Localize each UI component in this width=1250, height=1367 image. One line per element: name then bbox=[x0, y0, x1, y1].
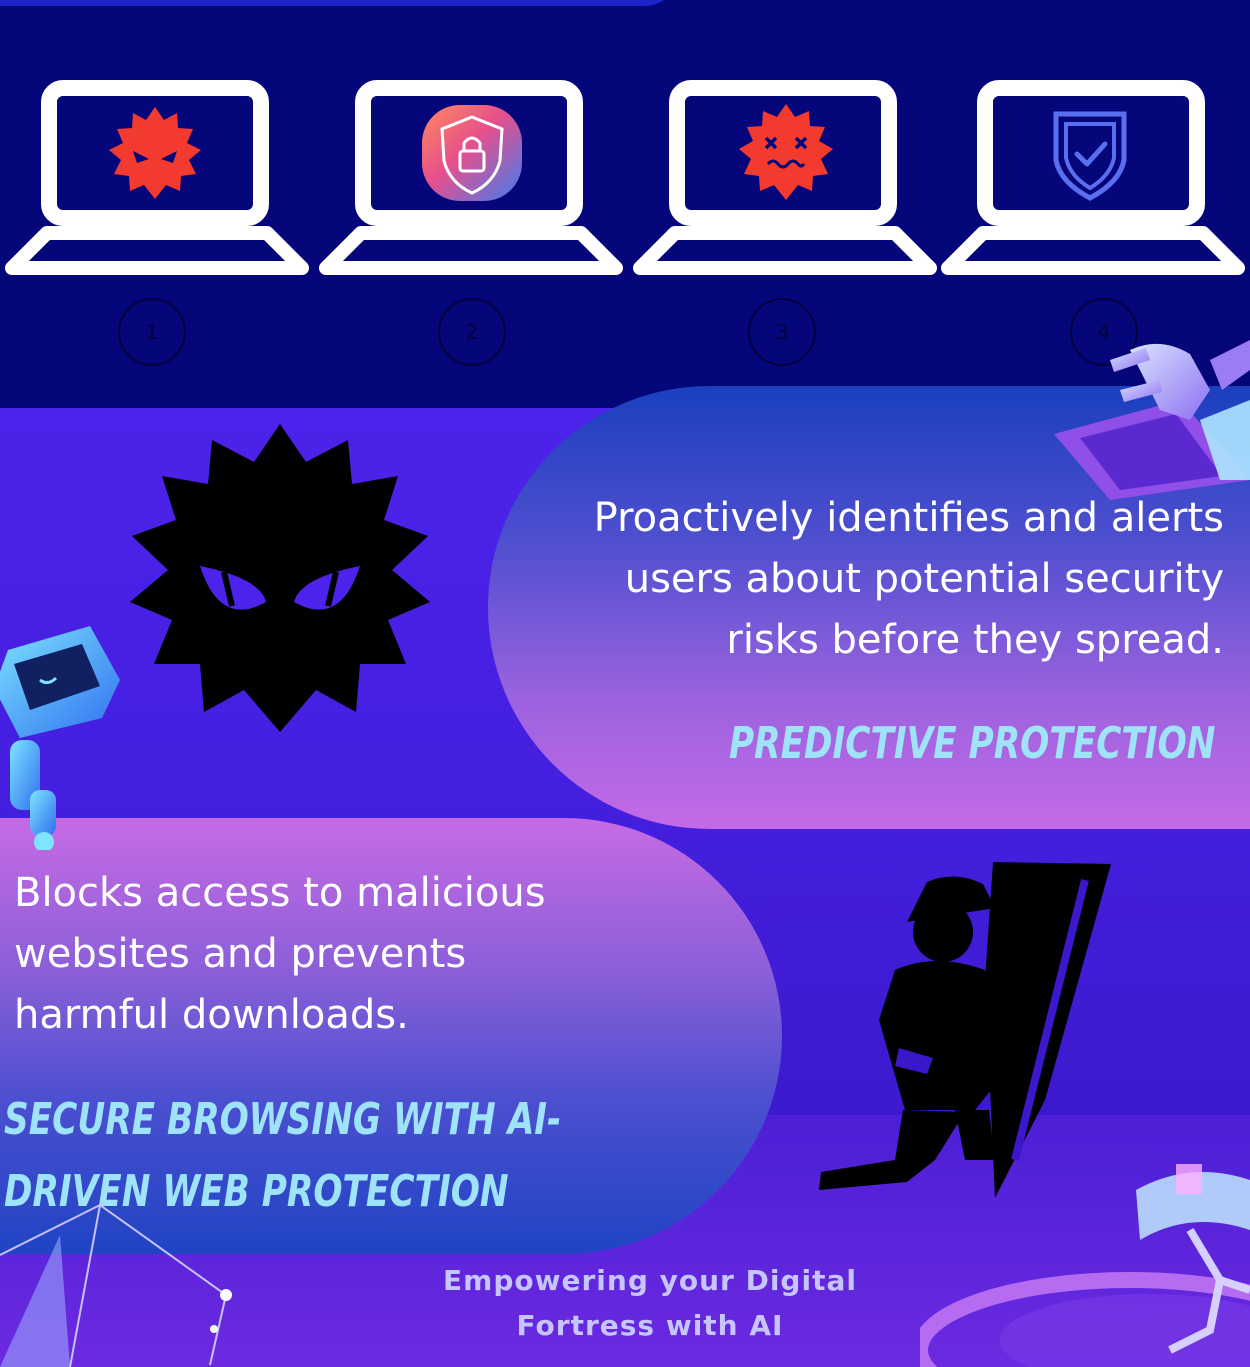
top-edge-decoration bbox=[0, 0, 680, 6]
description-line: risks before they spread. bbox=[726, 617, 1224, 663]
description-line: websites and prevents bbox=[14, 931, 467, 977]
step-number-4: 4 bbox=[1070, 298, 1138, 366]
step-number-2: 2 bbox=[438, 298, 506, 366]
robot-hand-illustration bbox=[1050, 330, 1250, 500]
heading-line: DRIVEN WEB PROTECTION bbox=[4, 1166, 509, 1217]
shield-check-icon bbox=[1053, 111, 1127, 201]
steps-band bbox=[0, 0, 1250, 408]
network-lines-decoration bbox=[0, 1195, 260, 1367]
step-number-1: 1 bbox=[118, 298, 186, 366]
description-line: users about potential security bbox=[624, 556, 1224, 602]
laptop-step-1 bbox=[2, 78, 312, 278]
secure-browsing-heading: SECURE BROWSING WITH AI- DRIVEN WEB PROT… bbox=[4, 1084, 561, 1228]
laptop-step-3 bbox=[630, 78, 940, 278]
heading-line: SECURE BROWSING WITH AI- bbox=[4, 1094, 562, 1145]
robot-hologram-illustration bbox=[912, 1150, 1250, 1367]
guard-with-shield-icon bbox=[815, 860, 1125, 1205]
secure-browsing-card bbox=[0, 818, 782, 1254]
ai-shield-lock-icon bbox=[422, 105, 522, 201]
description-line: Blocks access to malicious bbox=[14, 870, 546, 916]
tagline-line: Empowering your Digital bbox=[443, 1264, 857, 1297]
malware-virus-icon bbox=[120, 420, 440, 740]
description-line: harmful downloads. bbox=[14, 992, 409, 1038]
step-number-3: 3 bbox=[748, 298, 816, 366]
predictive-protection-description: Proactively identifies and alerts users … bbox=[594, 488, 1224, 671]
defeated-virus-icon bbox=[739, 104, 833, 200]
tagline: Empowering your Digital Fortress with AI bbox=[300, 1258, 1000, 1348]
laptop-step-4 bbox=[938, 78, 1248, 278]
description-line: Proactively identifies and alerts bbox=[593, 495, 1224, 541]
robot-mascot-illustration bbox=[0, 620, 130, 852]
predictive-protection-heading: PREDICTIVE PROTECTION bbox=[729, 718, 1216, 769]
angry-virus-icon bbox=[109, 107, 201, 199]
tagline-line: Fortress with AI bbox=[516, 1309, 784, 1342]
secure-browsing-description: Blocks access to malicious websites and … bbox=[14, 863, 546, 1046]
laptop-step-2 bbox=[316, 78, 626, 278]
